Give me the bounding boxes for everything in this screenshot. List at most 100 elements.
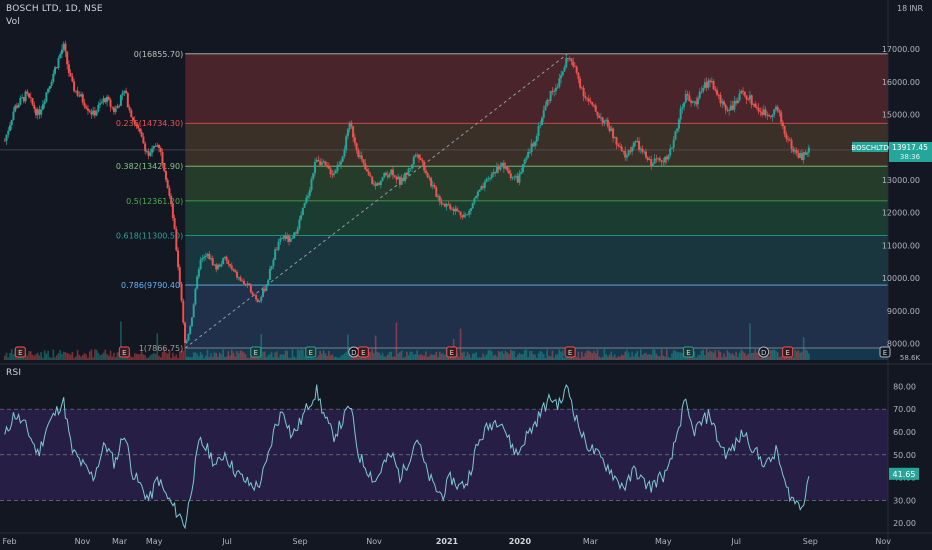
volume-bar bbox=[646, 354, 649, 360]
volume-bar bbox=[792, 357, 795, 360]
volume-bar bbox=[624, 351, 626, 360]
volume-bar bbox=[456, 353, 458, 360]
candle-body bbox=[116, 105, 119, 109]
candle-body bbox=[603, 120, 606, 123]
volume-bar bbox=[802, 337, 805, 360]
candle-body bbox=[508, 170, 511, 174]
candle-body bbox=[159, 147, 162, 152]
volume-bars bbox=[3, 321, 810, 360]
volume-bar bbox=[634, 353, 637, 360]
volume-bar bbox=[173, 356, 176, 360]
candle-body bbox=[757, 107, 760, 112]
volume-bar bbox=[613, 354, 616, 360]
candle-body bbox=[80, 94, 83, 97]
volume-bar bbox=[33, 355, 36, 360]
volume-bar bbox=[579, 357, 581, 360]
candle-body bbox=[466, 214, 469, 216]
earnings-marker bbox=[564, 346, 576, 358]
candle-body bbox=[187, 333, 190, 341]
volume-bar bbox=[506, 352, 509, 360]
volume-bar bbox=[409, 351, 412, 360]
candle-body bbox=[66, 51, 69, 65]
candle-body bbox=[320, 162, 323, 166]
volume-bar bbox=[66, 353, 68, 360]
candle-body bbox=[54, 67, 57, 74]
time-tick-label: Jul bbox=[221, 537, 232, 546]
volume-bar bbox=[633, 356, 635, 360]
trend-line[interactable] bbox=[184, 53, 569, 349]
candle-body bbox=[112, 107, 115, 112]
volume-bar bbox=[399, 352, 401, 360]
candle-body bbox=[643, 151, 646, 153]
volume-bar bbox=[475, 352, 477, 360]
event-marker: E bbox=[682, 346, 694, 358]
candle-body bbox=[7, 130, 10, 135]
candle-body bbox=[275, 249, 278, 251]
volume-bar bbox=[232, 352, 235, 360]
volume-bar bbox=[269, 354, 271, 360]
volume-bar bbox=[406, 351, 408, 360]
volume-bar bbox=[504, 350, 507, 360]
candle-body bbox=[274, 249, 277, 260]
volume-bar bbox=[721, 357, 724, 360]
event-marker: D bbox=[758, 346, 770, 358]
volume-bar bbox=[709, 350, 711, 360]
volume-bar bbox=[277, 357, 280, 360]
candle-body bbox=[81, 94, 84, 103]
volume-bar bbox=[154, 353, 157, 360]
candle-body bbox=[36, 109, 39, 116]
volume-bar bbox=[45, 353, 48, 360]
candle-body bbox=[691, 101, 694, 103]
volume-bar bbox=[437, 356, 439, 360]
volume-bar bbox=[577, 351, 580, 360]
candle-body bbox=[599, 117, 602, 119]
volume-bar bbox=[749, 323, 751, 360]
volume-bar bbox=[385, 356, 387, 360]
fibonacci-retracement[interactable]: 0(16855.70) 0.236(14734.30) 0.382(13421.90… bbox=[0, 50, 888, 360]
volume-bar bbox=[177, 357, 179, 360]
volume-bar bbox=[785, 357, 788, 360]
volume-bar bbox=[769, 349, 772, 360]
volume-bar bbox=[678, 352, 680, 360]
candle-body bbox=[303, 203, 306, 208]
volume-bar bbox=[196, 353, 198, 360]
candle-body bbox=[296, 228, 299, 234]
volume-bar bbox=[90, 349, 93, 360]
candle-body bbox=[657, 158, 660, 160]
volume-bar bbox=[525, 349, 528, 360]
volume-bar bbox=[589, 351, 592, 360]
volume-bar bbox=[662, 355, 665, 360]
fib-level-label: 0.786(9790.40) bbox=[121, 281, 183, 290]
volume-bar bbox=[532, 354, 535, 360]
rsi-tick-label: 80.00 bbox=[893, 382, 916, 391]
candle-body bbox=[178, 267, 181, 285]
candle-body bbox=[284, 235, 287, 240]
candle-body bbox=[542, 110, 545, 118]
volume-bar bbox=[477, 357, 479, 360]
volume-bar bbox=[324, 353, 327, 360]
candle-body bbox=[281, 238, 284, 240]
volume-bar bbox=[388, 352, 391, 360]
time-tick-label: Mar bbox=[583, 537, 599, 546]
candle-body bbox=[405, 172, 408, 175]
volume-bar bbox=[338, 357, 341, 360]
volume-bar bbox=[139, 354, 141, 360]
volume-bar bbox=[700, 350, 703, 360]
rsi-tick-label: 70.00 bbox=[893, 405, 916, 414]
volume-bar bbox=[667, 357, 670, 360]
symbol-title[interactable]: BOSCH LTD, 1D, NSE bbox=[6, 4, 103, 14]
candle-body bbox=[404, 172, 407, 182]
candle-body bbox=[426, 173, 429, 178]
candle-body bbox=[152, 146, 155, 149]
volume-bar bbox=[116, 352, 119, 360]
candle-body bbox=[242, 280, 245, 284]
volume-bar bbox=[471, 353, 474, 360]
candle-body bbox=[367, 171, 370, 176]
price-symbol-badge-text: BOSCHLTD bbox=[851, 144, 888, 152]
candle-body bbox=[414, 154, 417, 157]
candle-body bbox=[433, 185, 436, 188]
candle-body bbox=[468, 210, 471, 215]
candle-body bbox=[733, 100, 736, 110]
candle-body bbox=[40, 109, 43, 115]
